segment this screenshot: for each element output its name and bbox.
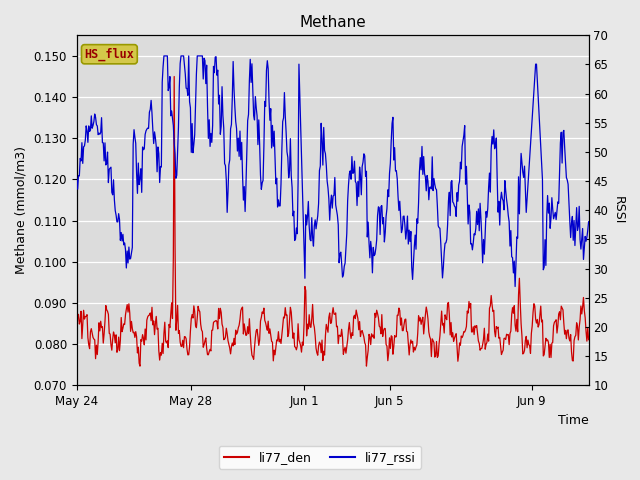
Y-axis label: RSSI: RSSI bbox=[612, 196, 625, 225]
Legend: li77_den, li77_rssi: li77_den, li77_rssi bbox=[219, 446, 421, 469]
Text: HS_flux: HS_flux bbox=[84, 48, 134, 61]
X-axis label: Time: Time bbox=[558, 414, 589, 427]
Title: Methane: Methane bbox=[300, 15, 366, 30]
Y-axis label: Methane (mmol/m3): Methane (mmol/m3) bbox=[15, 146, 28, 275]
